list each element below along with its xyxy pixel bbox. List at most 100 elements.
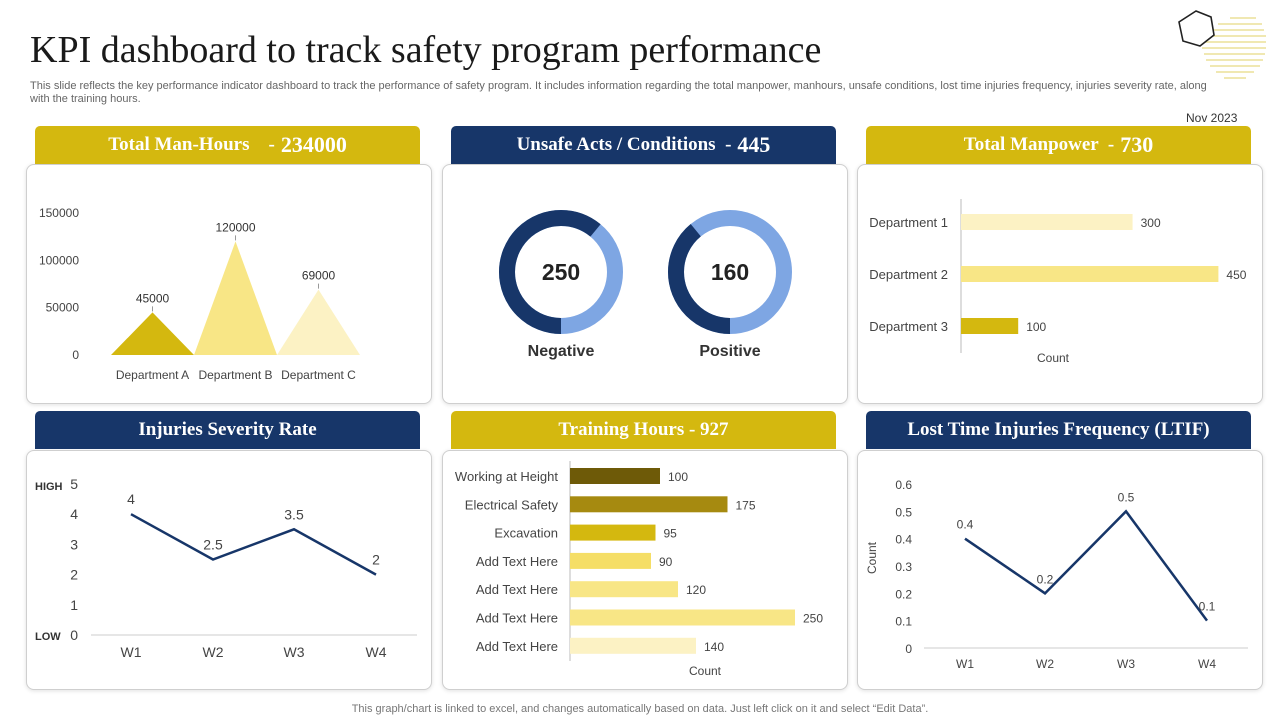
page-subtitle: This slide reflects the key performance …: [30, 80, 1207, 105]
ltif-header: Lost Time Injuries Frequency (LTIF): [866, 411, 1251, 449]
training-panel: Working at Height 100 Electrical Safety 175…: [442, 450, 848, 690]
x-axis-title: Count: [1037, 351, 1070, 365]
man-hours-header-label: Total Man-Hours -: [108, 134, 275, 155]
data-label: 450: [1226, 268, 1246, 282]
man-hours-chart: 150000 100000 50000 0 45000 Department A 12000…: [39, 206, 360, 382]
data-label: 90: [659, 555, 673, 569]
data-label: 300: [1141, 216, 1161, 230]
donut-label: Negative: [528, 343, 595, 360]
unsafe-header-value: 445: [737, 132, 771, 157]
data-label: 250: [803, 612, 823, 626]
category-label: Working at Height: [455, 469, 558, 484]
manpower-panel: Department 1 300 Department 2 450 Department…: [857, 164, 1263, 404]
series-line: [964, 509, 1209, 622]
x-axis-title: Count: [689, 664, 722, 678]
data-label: 140: [704, 640, 724, 654]
manpower-header-value: 730: [1120, 132, 1154, 157]
donut-value: 160: [711, 259, 749, 285]
category-label: Add Text Here: [476, 639, 558, 654]
bar: [570, 468, 660, 484]
bar: [961, 266, 1219, 282]
category-label: Department 3: [869, 319, 948, 334]
y-tick-label: 0: [70, 627, 78, 643]
severity-panel: 5 4 3 2 1 0 4 W1 2.5 W2 3.5 W3 2 W4 HIGH LOW: [26, 450, 432, 690]
x-tick-label: W4: [366, 644, 387, 660]
donut-value: 250: [542, 259, 580, 285]
unsafe-panel: 250 Negative 160 Positive: [442, 164, 848, 404]
x-tick-label: W2: [1036, 657, 1054, 671]
training-header-label: Training Hours - 927: [558, 419, 729, 440]
data-label: 175: [736, 498, 756, 512]
bar: [961, 318, 1019, 334]
bar: [570, 524, 656, 541]
donut-label: Positive: [699, 343, 760, 360]
severity-header: Injuries Severity Rate: [35, 411, 420, 449]
data-label: 120: [686, 583, 706, 597]
area-peak: [277, 289, 360, 355]
category-label: Add Text Here: [476, 582, 558, 597]
data-label: 0.1: [1199, 600, 1216, 614]
decorative-hexagon-stripes: [1178, 10, 1266, 79]
training-chart: Working at Height 100 Electrical Safety 175…: [455, 461, 823, 678]
data-label: 45000: [136, 291, 170, 305]
y-tick-label: 0.1: [895, 615, 912, 629]
ltif-chart: 0.6 0.5 0.4 0.3 0.2 0.1 0 0.4 W1 0.2 W2 0.5 W3 0.1 W4 C…: [865, 478, 1248, 671]
data-label: 100: [668, 470, 688, 484]
category-label: Department B: [198, 368, 272, 382]
area-peak: [111, 312, 194, 355]
man-hours-header: Total Man-Hours -234000: [35, 126, 420, 164]
man-hours-header-value: 234000: [280, 132, 347, 157]
category-label: Add Text Here: [476, 554, 558, 569]
y-tick-label: 0.4: [895, 533, 912, 547]
unsafe-header-label: Unsafe Acts / Conditions -: [516, 134, 732, 155]
y-tick-label: 150000: [39, 206, 79, 220]
y-tick-label: 4: [70, 506, 78, 522]
x-tick-label: W3: [284, 644, 305, 660]
data-label: 69000: [302, 269, 336, 283]
page-title: KPI dashboard to track safety program pe…: [30, 29, 822, 71]
x-tick-label: W3: [1117, 657, 1135, 671]
unsafe-header: Unsafe Acts / Conditions -445: [451, 126, 836, 164]
ltif-panel: 0.6 0.5 0.4 0.3 0.2 0.1 0 0.4 W1 0.2 W2 0.5 W3 0.1 W4 C…: [857, 450, 1263, 690]
category-label: Department A: [116, 368, 189, 382]
bar: [570, 581, 678, 598]
category-label: Department C: [281, 368, 356, 382]
donut-arc: [499, 210, 623, 334]
category-label: Department 2: [869, 267, 948, 282]
bar: [570, 609, 795, 626]
category-label: Excavation: [494, 526, 558, 541]
data-label: 2.5: [203, 537, 223, 553]
category-label: Electrical Safety: [465, 497, 559, 512]
x-tick-label: W1: [956, 657, 974, 671]
data-label: 0.4: [957, 518, 974, 532]
y-tick-label: 0: [72, 348, 79, 362]
y-tick-label: 5: [70, 476, 78, 492]
data-label: 4: [127, 491, 135, 507]
data-label: 120000: [215, 220, 255, 234]
x-tick-label: W1: [121, 644, 142, 660]
donut-arc: [668, 210, 792, 334]
severity-chart: 5 4 3 2 1 0 4 W1 2.5 W2 3.5 W3 2 W4 HIGH LOW: [35, 476, 417, 660]
y-tick-label: 100000: [39, 253, 79, 267]
y-tick-label: 2: [70, 567, 78, 583]
severity-header-label: Injuries Severity Rate: [138, 419, 317, 440]
y-tick-label: 1: [70, 597, 78, 613]
y-tick-label: 0.5: [895, 505, 912, 519]
y-axis-title: Count: [865, 541, 879, 574]
data-label: 0.5: [1118, 490, 1135, 504]
high-level-label: HIGH: [35, 481, 63, 493]
y-tick-label: 0.6: [895, 478, 912, 492]
manpower-header-label: Total Manpower -: [963, 134, 1115, 155]
y-tick-label: 0.3: [895, 560, 912, 574]
x-tick-label: W4: [1198, 657, 1216, 671]
category-label: Department 1: [869, 215, 948, 230]
y-tick-label: 50000: [46, 301, 80, 315]
y-tick-label: 0.2: [895, 587, 912, 601]
training-header: Training Hours - 927: [451, 411, 836, 449]
unsafe-chart: 250 Negative 160 Positive: [499, 210, 792, 360]
y-tick-label: 3: [70, 536, 78, 552]
bar: [570, 496, 728, 513]
manpower-chart: Department 1 300 Department 2 450 Department…: [869, 199, 1247, 365]
manpower-header: Total Manpower -730: [866, 126, 1251, 164]
data-label: 3.5: [284, 506, 304, 522]
